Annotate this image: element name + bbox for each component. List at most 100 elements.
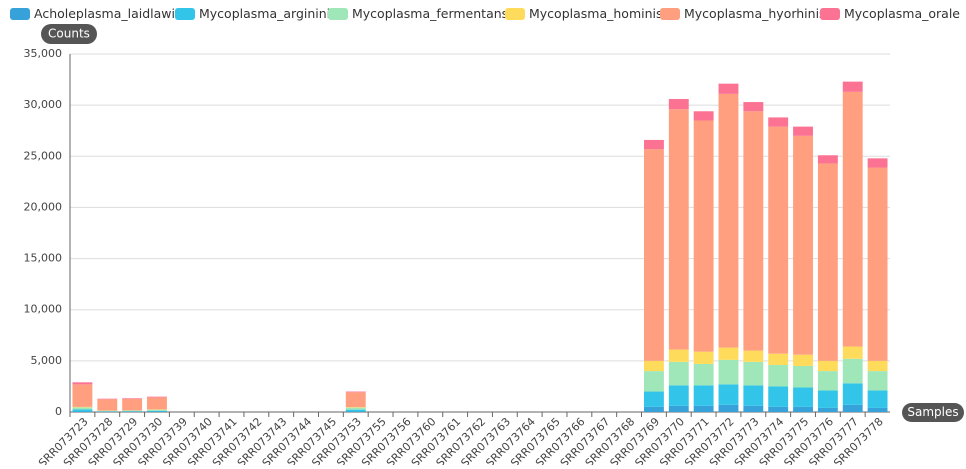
- bar-segment: [346, 408, 366, 410]
- bar-segment: [72, 384, 92, 407]
- bar-segment: [843, 359, 863, 384]
- bar-segment: [669, 362, 689, 386]
- bar-segment: [669, 109, 689, 349]
- bar-segment: [843, 383, 863, 404]
- bar-segment: [147, 397, 167, 409]
- bar-segment: [97, 399, 117, 410]
- bar-segment: [719, 384, 739, 404]
- bar-segment: [147, 411, 167, 412]
- legend-label: Mycoplasma_orale: [844, 6, 960, 21]
- bar-segment: [768, 354, 788, 365]
- bar-segment: [122, 398, 142, 399]
- bar-segment: [644, 371, 664, 391]
- bar-segment: [743, 102, 763, 111]
- bar-segment: [793, 366, 813, 387]
- bar-segment: [818, 163, 838, 360]
- legend-label: Mycoplasma_hyorhinis: [684, 6, 826, 21]
- bar-segment: [793, 127, 813, 136]
- bar-segment: [843, 405, 863, 412]
- bar-segment: [793, 407, 813, 412]
- bar-segment: [868, 158, 888, 167]
- bar-segment: [843, 347, 863, 359]
- bar-segment: [72, 382, 92, 384]
- bar-segment: [719, 84, 739, 94]
- bar-segment: [122, 411, 142, 412]
- bar-segment: [868, 168, 888, 361]
- bar-segment: [768, 365, 788, 386]
- legend-label: Acholeplasma_laidlawii: [34, 6, 178, 21]
- bar-segment: [743, 385, 763, 405]
- bar-segment: [818, 391, 838, 408]
- bar-segment: [743, 362, 763, 386]
- bar-segment: [818, 155, 838, 163]
- legend-swatch: [820, 8, 840, 20]
- bar-segment: [72, 407, 92, 408]
- bar-segment: [346, 410, 366, 412]
- bar-segment: [644, 407, 664, 412]
- x-axis-label: Samples: [907, 405, 958, 419]
- bar-segment: [72, 409, 92, 411]
- bar-segment: [743, 111, 763, 350]
- bar-segment: [669, 406, 689, 412]
- bar-segment: [122, 399, 142, 411]
- bar-segment: [818, 408, 838, 412]
- bar-segment: [669, 99, 689, 109]
- legend-swatch: [660, 8, 680, 20]
- bar-segment: [669, 350, 689, 362]
- legend-swatch: [328, 8, 348, 20]
- legend-label: Mycoplasma_hominis: [529, 6, 663, 21]
- bar-segment: [97, 411, 117, 412]
- bar-segment: [147, 410, 167, 411]
- bar-segment: [694, 385, 714, 405]
- bar-segment: [346, 392, 366, 407]
- y-tick-label: 35,000: [24, 47, 63, 60]
- bar-segment: [72, 411, 92, 412]
- bar-segment: [346, 407, 366, 408]
- bar-segment: [843, 92, 863, 347]
- y-tick-label: 10,000: [24, 303, 63, 316]
- bar-segment: [768, 407, 788, 412]
- bar-segment: [694, 352, 714, 364]
- bar-segment: [743, 351, 763, 362]
- y-tick-label: 20,000: [24, 200, 63, 213]
- bar-segment: [644, 149, 664, 361]
- y-axis-label: Counts: [48, 27, 90, 41]
- bar-segment: [868, 361, 888, 371]
- legend-swatch: [10, 8, 30, 20]
- legend-swatch: [175, 8, 195, 20]
- bar-segment: [122, 411, 142, 412]
- bar-segment: [669, 385, 689, 405]
- bar-segment: [793, 355, 813, 366]
- y-tick-label: 25,000: [24, 149, 63, 162]
- bar-segment: [793, 136, 813, 355]
- bar-segment: [843, 82, 863, 92]
- bar-segment: [72, 407, 92, 409]
- bar-segment: [768, 127, 788, 354]
- bar-segment: [97, 411, 117, 412]
- legend-label: Mycoplasma_arginini: [199, 6, 330, 21]
- legend-swatch: [505, 8, 525, 20]
- bar-segment: [694, 364, 714, 385]
- bar-segment: [694, 120, 714, 351]
- bar-segment: [793, 387, 813, 406]
- bar-segment: [818, 361, 838, 371]
- bar-segment: [719, 405, 739, 412]
- bar-segment: [818, 371, 838, 390]
- bar-segment: [346, 392, 366, 393]
- bar-segment: [868, 408, 888, 412]
- bar-segment: [768, 386, 788, 406]
- bar-segment: [97, 399, 117, 400]
- bar-segment: [694, 111, 714, 120]
- bar-segment: [719, 348, 739, 360]
- bar-segment: [768, 117, 788, 126]
- bar-segment: [868, 391, 888, 408]
- y-tick-label: 0: [55, 405, 62, 418]
- bar-segment: [644, 140, 664, 149]
- y-tick-label: 30,000: [24, 98, 63, 111]
- y-tick-label: 15,000: [24, 252, 63, 265]
- bar-segment: [868, 371, 888, 390]
- legend-label: Mycoplasma_fermentans: [352, 6, 508, 21]
- bar-segment: [743, 406, 763, 412]
- bar-segment: [694, 406, 714, 412]
- bar-segment: [719, 94, 739, 348]
